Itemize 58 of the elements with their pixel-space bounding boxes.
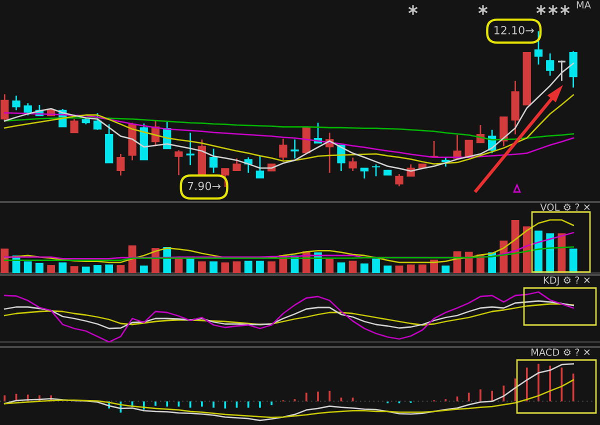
candlestick <box>372 164 380 177</box>
chart-title: KDJ ⚙ ? ✕ <box>544 276 590 286</box>
bar <box>326 258 334 273</box>
bar <box>140 266 148 273</box>
candlestick <box>395 173 404 187</box>
candlestick <box>279 138 288 161</box>
bar <box>256 260 264 273</box>
candlestick <box>12 95 20 111</box>
candlestick <box>186 132 194 166</box>
candlestick <box>256 155 264 179</box>
bar <box>186 258 194 273</box>
bar <box>360 263 368 273</box>
bar <box>384 266 392 273</box>
chart-title: MA <box>576 1 591 8</box>
bar <box>232 261 241 273</box>
bar <box>244 260 252 273</box>
candlestick <box>360 167 368 180</box>
candlestick <box>93 112 102 131</box>
bar <box>464 252 473 273</box>
bar <box>569 248 578 273</box>
candlestick <box>534 30 543 66</box>
candlestick <box>348 156 357 172</box>
bar <box>372 258 380 273</box>
candlestick <box>70 118 78 134</box>
candlestick <box>209 148 218 174</box>
candlestick <box>24 102 32 116</box>
candlestick <box>546 52 554 76</box>
annotation: 7.90→ <box>188 182 221 190</box>
bar <box>70 266 78 273</box>
bar <box>82 266 90 273</box>
bar <box>268 261 276 273</box>
candlestick <box>232 158 241 172</box>
bar <box>348 260 357 273</box>
bar <box>534 230 542 273</box>
candlestick <box>290 138 299 160</box>
bar <box>442 266 450 273</box>
bar <box>94 265 102 273</box>
candlestick <box>221 168 230 188</box>
bar <box>395 266 404 273</box>
bar <box>0 248 9 273</box>
bar <box>58 262 67 273</box>
bar <box>36 262 44 273</box>
bar <box>210 261 218 273</box>
chart-title: VOL ⚙ ? ✕ <box>540 204 590 211</box>
bar <box>406 264 415 273</box>
bar <box>221 262 230 273</box>
bar <box>116 265 125 273</box>
candlestick <box>174 150 183 176</box>
annotation: 12.10→ <box>494 26 534 34</box>
chart-title: MACD ⚙ ? ✕ <box>532 348 590 356</box>
bar <box>418 264 426 273</box>
candlestick <box>0 94 9 122</box>
bar <box>24 261 32 273</box>
bar <box>198 261 206 273</box>
candlestick <box>116 153 125 176</box>
bar <box>105 264 114 273</box>
bar <box>47 265 56 273</box>
bar <box>337 262 346 273</box>
